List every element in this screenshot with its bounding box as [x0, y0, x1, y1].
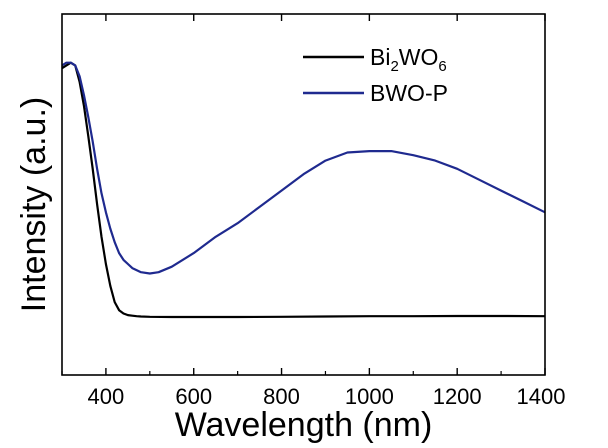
x-tick-label: 800: [263, 384, 300, 409]
x-tick-label: 1200: [433, 384, 482, 409]
legend-label-bi2wo6-part2: WO: [399, 44, 439, 70]
series-line-bwo-p: [61, 61, 546, 275]
x-tick-label: 1000: [345, 384, 394, 409]
x-tick-label: 400: [88, 384, 125, 409]
legend-label-bi2wo6: Bi2WO6: [370, 44, 447, 75]
legend-label-bi2wo6-sub2: 6: [438, 58, 446, 75]
legend-label-bi2wo6-sub1: 2: [390, 58, 398, 75]
x-tick-label: 1400: [517, 384, 566, 409]
plot-frame: [61, 13, 546, 376]
series-layer: [61, 61, 546, 319]
y-axis-title: Intensity (a.u.): [15, 97, 53, 312]
legend-label-bi2wo6-part1: Bi: [370, 44, 390, 70]
legend: Bi2WO6 BWO-P: [303, 44, 448, 106]
axes-layer: 400 600 800 1000 1200 1400: [61, 13, 566, 409]
series-line-bi2wo6: [61, 61, 546, 319]
legend-label-bwo-p: BWO-P: [370, 80, 448, 106]
x-tick-label: 600: [175, 384, 212, 409]
x-axis-title: Wavelength (nm): [175, 406, 433, 444]
